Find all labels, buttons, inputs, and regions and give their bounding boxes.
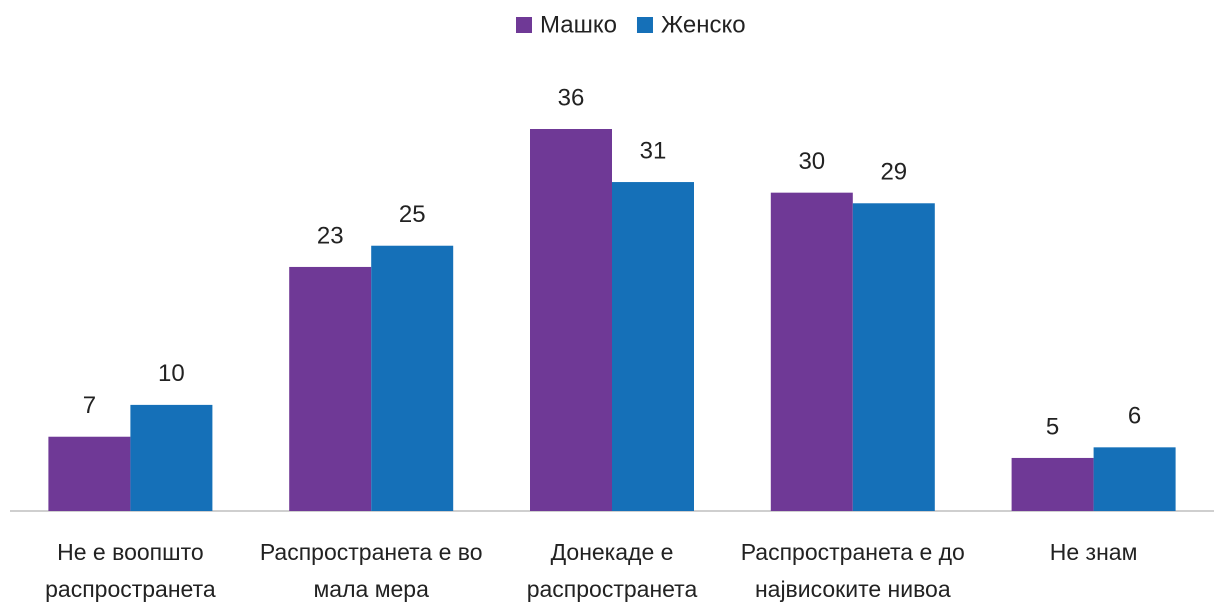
legend-label: Машко [540, 11, 617, 38]
legend-swatch [636, 17, 653, 33]
x-tick-label: Не знам [1049, 539, 1138, 565]
x-tick-label: Распространета е во мала мера [259, 539, 483, 602]
bar [530, 129, 612, 511]
bar [48, 436, 131, 511]
data-label: 7 [83, 392, 96, 419]
data-label: 36 [558, 84, 585, 111]
data-label: 6 [1128, 403, 1141, 430]
bar [1093, 447, 1176, 511]
data-label: 5 [1046, 413, 1059, 440]
bar [1011, 457, 1094, 511]
data-label: 30 [798, 148, 825, 175]
data-label: 25 [399, 201, 426, 228]
legend-swatch [516, 17, 532, 33]
bar [371, 245, 454, 511]
bar [612, 182, 694, 512]
bar [289, 266, 372, 511]
bar [852, 203, 935, 511]
x-tick-label: Донекаде е распространета [526, 539, 698, 602]
x-tick-label: Не е воопшто распространета [45, 539, 216, 602]
bar [130, 404, 213, 511]
data-label: 23 [317, 222, 344, 249]
data-label: 29 [880, 159, 907, 186]
bar [770, 192, 853, 511]
data-label: 31 [640, 137, 667, 164]
data-label: 10 [158, 360, 185, 387]
legend-label: Женско [661, 11, 746, 38]
x-tick-label: Распространета е до највисоките нивоа [740, 539, 965, 602]
